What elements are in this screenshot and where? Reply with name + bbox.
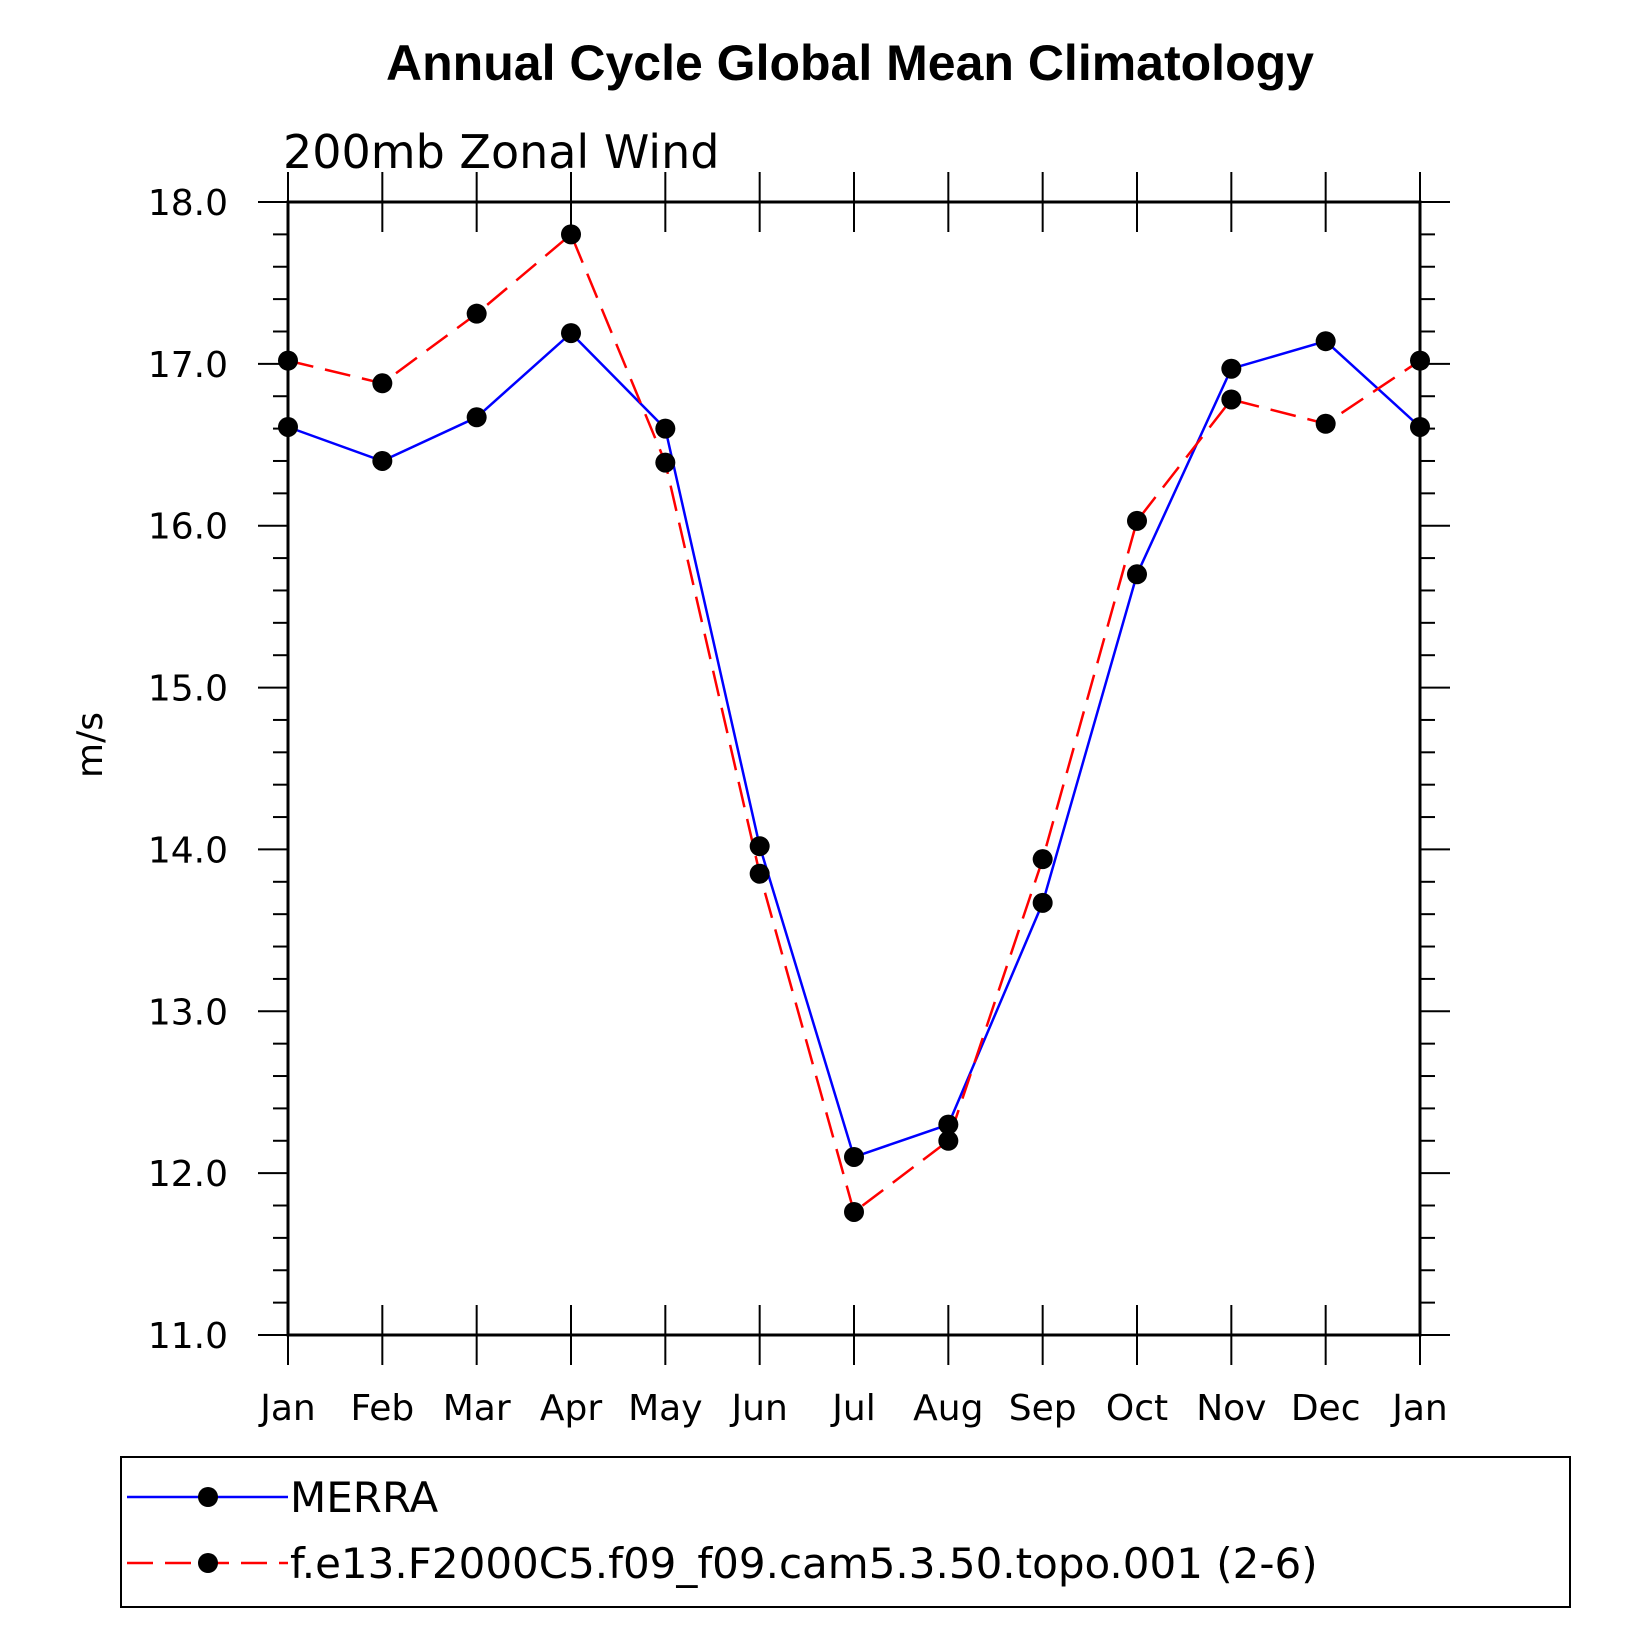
data-point-series-1 [1221, 389, 1242, 410]
x-tick-label: Jan [1390, 1388, 1448, 1429]
data-point-series-0 [561, 323, 581, 344]
data-point-series-1 [278, 350, 298, 371]
legend: MERRA f.e13.F2000C5.f09_f09.cam5.3.50.top… [127, 1473, 1318, 1588]
data-point-series-0 [466, 407, 487, 428]
legend-label-0: MERRA [290, 1473, 438, 1522]
series-line-1 [287, 232, 1421, 1215]
x-tick-label: Jul [830, 1388, 875, 1429]
data-point-series-0 [844, 1146, 864, 1167]
data-point-series-0 [372, 450, 393, 471]
x-tick-label: Jan [258, 1388, 316, 1429]
x-tick-label: Aug [913, 1388, 983, 1429]
axes: 11.0 12.0 13.0 14.0 15.0 16.0 17.0 18.0 Jan Feb Ma… [148, 172, 1450, 1429]
data-point-series-1 [466, 303, 487, 324]
data-point-series-0 [1315, 331, 1336, 352]
data-point-series-1 [938, 1130, 959, 1151]
y-tick-label: 16.0 [148, 507, 228, 548]
legend-marker-0 [198, 1487, 218, 1507]
data-point-series-0 [655, 418, 676, 439]
data-point-series-0 [749, 836, 770, 857]
data-point-series-1 [561, 224, 581, 245]
x-tick-label: Dec [1291, 1388, 1361, 1429]
x-tick-label: Oct [1106, 1388, 1168, 1429]
y-tick-label: 17.0 [148, 345, 228, 386]
data-point-series-1 [749, 863, 770, 884]
chart-subtitle: 200mb Zonal Wind [283, 125, 719, 179]
data-point-series-0 [1032, 892, 1053, 913]
data-point-series-0 [1221, 358, 1242, 379]
legend-marker-1 [198, 1553, 218, 1573]
data-point-series-1 [655, 452, 676, 473]
y-tick-label: 18.0 [148, 183, 228, 224]
data-point-series-0 [938, 1114, 959, 1135]
data-point-series-0 [1127, 564, 1147, 585]
y-axis-label: m/s [70, 712, 111, 778]
y-tick-label: 12.0 [148, 1154, 228, 1195]
series-layer [278, 224, 1430, 1222]
y-tick-label: 13.0 [148, 992, 228, 1033]
x-tick-label: Mar [443, 1388, 511, 1429]
data-point-series-0 [1410, 416, 1430, 437]
chart-title: Annual Cycle Global Mean Climatology [386, 35, 1314, 91]
data-point-series-1 [372, 373, 393, 394]
data-point-series-1 [1315, 413, 1336, 434]
data-point-series-0 [278, 416, 298, 437]
x-tick-label: Apr [540, 1388, 602, 1429]
y-tick-label: 15.0 [148, 669, 228, 710]
data-point-series-1 [844, 1201, 864, 1222]
x-tick-label: Sep [1009, 1388, 1077, 1429]
x-tick-label: May [628, 1388, 702, 1429]
x-tick-label: Feb [350, 1388, 414, 1429]
y-tick-label: 14.0 [148, 830, 228, 871]
data-point-series-1 [1032, 849, 1053, 870]
series-line-0 [287, 331, 1421, 1159]
data-point-series-1 [1410, 350, 1430, 371]
x-tick-label: Jun [730, 1388, 788, 1429]
legend-box [120, 1456, 1571, 1608]
data-point-series-1 [1127, 510, 1147, 531]
legend-label-1: f.e13.F2000C5.f09_f09.cam5.3.50.topo.001… [290, 1539, 1318, 1588]
y-tick-label: 11.0 [148, 1316, 228, 1357]
x-tick-label: Nov [1196, 1388, 1266, 1429]
